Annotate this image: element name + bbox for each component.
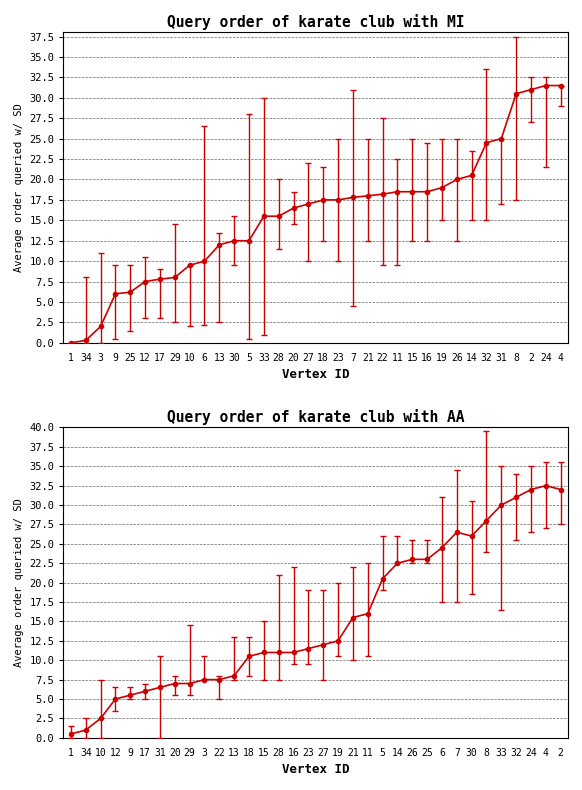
X-axis label: Vertex ID: Vertex ID: [282, 763, 350, 776]
Title: Query order of karate club with MI: Query order of karate club with MI: [167, 14, 464, 30]
Title: Query order of karate club with AA: Query order of karate club with AA: [167, 409, 464, 425]
Y-axis label: Average order queried w/ SD: Average order queried w/ SD: [14, 103, 24, 272]
Y-axis label: Average order queried w/ SD: Average order queried w/ SD: [14, 498, 24, 667]
X-axis label: Vertex ID: Vertex ID: [282, 368, 350, 381]
